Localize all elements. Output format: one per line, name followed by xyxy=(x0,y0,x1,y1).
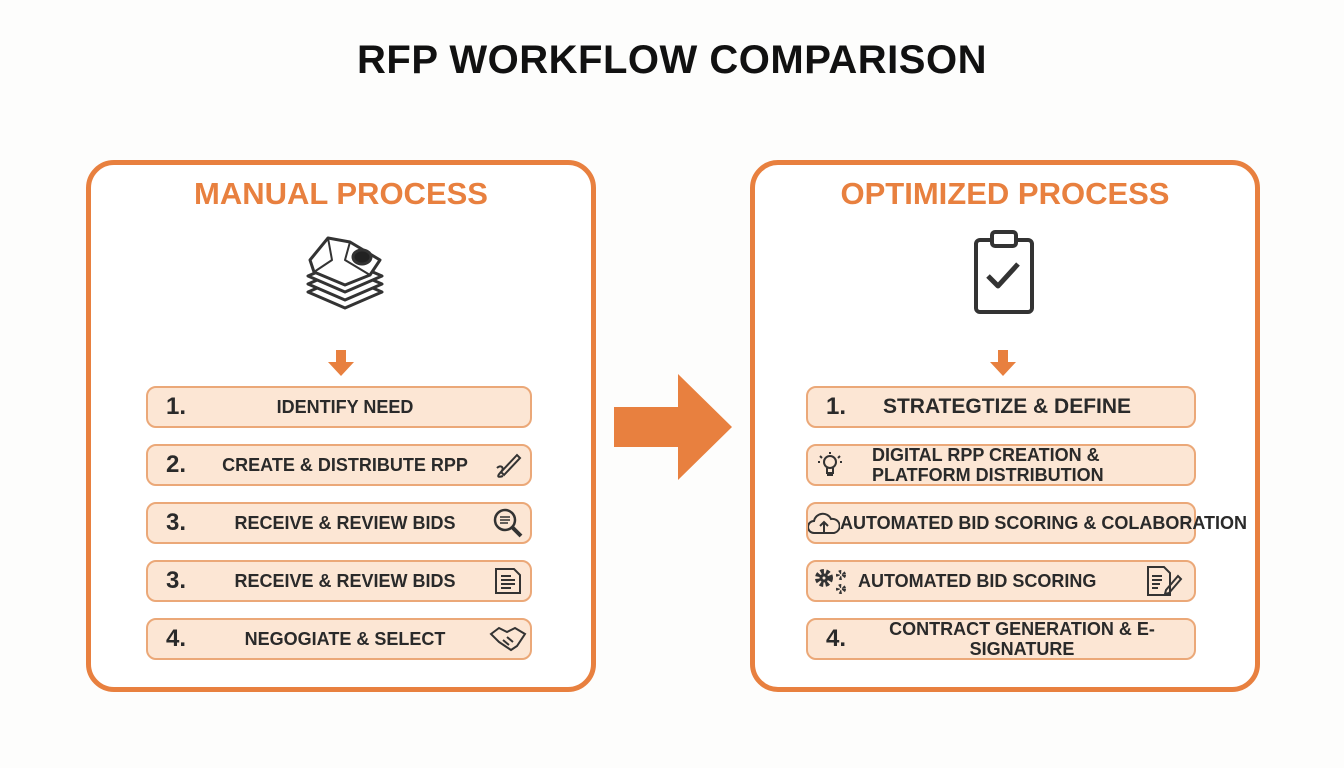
signing-pen-icon xyxy=(486,450,530,480)
manual-steps: 1. IDENTIFY NEED 2. CREATE & DISTRIBUTE RP… xyxy=(146,386,532,660)
step-label: AUTOMATED BID SCORING & COLABORATION xyxy=(840,513,1247,533)
clipboard-check-icon xyxy=(974,230,1034,314)
step-label: DIGITAL RPP CREATION & PLATFORM DISTRIBU… xyxy=(872,445,1104,485)
gears-icon xyxy=(808,566,854,596)
manual-step-1: 1. IDENTIFY NEED xyxy=(146,386,532,428)
optimized-process-heading: OPTIMIZED PROCESS xyxy=(840,176,1170,211)
step-number: 1. xyxy=(826,393,847,420)
manual-step-3a: 3. RECEIVE & REVIEW BIDS xyxy=(146,502,532,544)
optimized-step-5: 4. CONTRACT GENERATION & E-SIGNATURE xyxy=(806,618,1196,660)
step-number: 4. xyxy=(166,625,187,652)
transition-arrow-icon xyxy=(614,374,732,480)
step-label: RECEIVE & REVIEW BIDS xyxy=(234,513,456,533)
document-edit-icon xyxy=(1134,564,1194,598)
manual-step-2: 2. CREATE & DISTRIBUTE RPP xyxy=(146,444,532,486)
step-number: 1. xyxy=(166,393,187,420)
down-arrow-icon xyxy=(328,350,354,376)
document-icon xyxy=(486,565,530,597)
page-title: RFP WORKFLOW COMPARISON xyxy=(357,38,987,82)
step-label: AUTOMATED BID SCORING xyxy=(858,571,1097,591)
magnifier-icon xyxy=(486,507,530,539)
step-label: STRATEGTIZE & DEFINE xyxy=(882,395,1132,418)
optimized-steps: 1. STRATEGTIZE & DEFINE DIGITAL RPP CREAT… xyxy=(806,386,1247,660)
step-number: 3. xyxy=(166,567,187,594)
optimized-step-2: DIGITAL RPP CREATION & PLATFORM DISTRIBU… xyxy=(806,444,1196,486)
manual-step-4: 4. NEGOGIATE & SELECT xyxy=(146,618,532,660)
optimized-step-3: AUTOMATED BID SCORING & COLABORATION xyxy=(806,502,1247,544)
cloud-upload-icon xyxy=(808,511,840,535)
down-arrow-icon xyxy=(990,350,1016,376)
handshake-icon xyxy=(486,624,530,654)
manual-process-heading: MANUAL PROCESS xyxy=(194,176,488,211)
lightbulb-icon xyxy=(808,450,852,480)
step-number: 3. xyxy=(166,509,187,536)
optimized-step-1: 1. STRATEGTIZE & DEFINE xyxy=(806,386,1196,428)
optimized-step-4: AUTOMATED BID SCORING xyxy=(806,560,1196,602)
step-label: CREATE & DISTRIBUTE RPP xyxy=(222,455,468,475)
manual-step-3b: 3. RECEIVE & REVIEW BIDS xyxy=(146,560,532,602)
step-label: CONTRACT GENERATION & E-SIGNATURE xyxy=(889,619,1155,659)
step-number: 4. xyxy=(826,625,847,652)
step-label: IDENTIFY NEED xyxy=(276,397,414,417)
step-label: NEGOGIATE & SELECT xyxy=(244,629,446,649)
step-number: 2. xyxy=(166,451,187,478)
crumpled-paper-stack-icon xyxy=(306,236,384,310)
step-label: RECEIVE & REVIEW BIDS xyxy=(234,571,456,591)
